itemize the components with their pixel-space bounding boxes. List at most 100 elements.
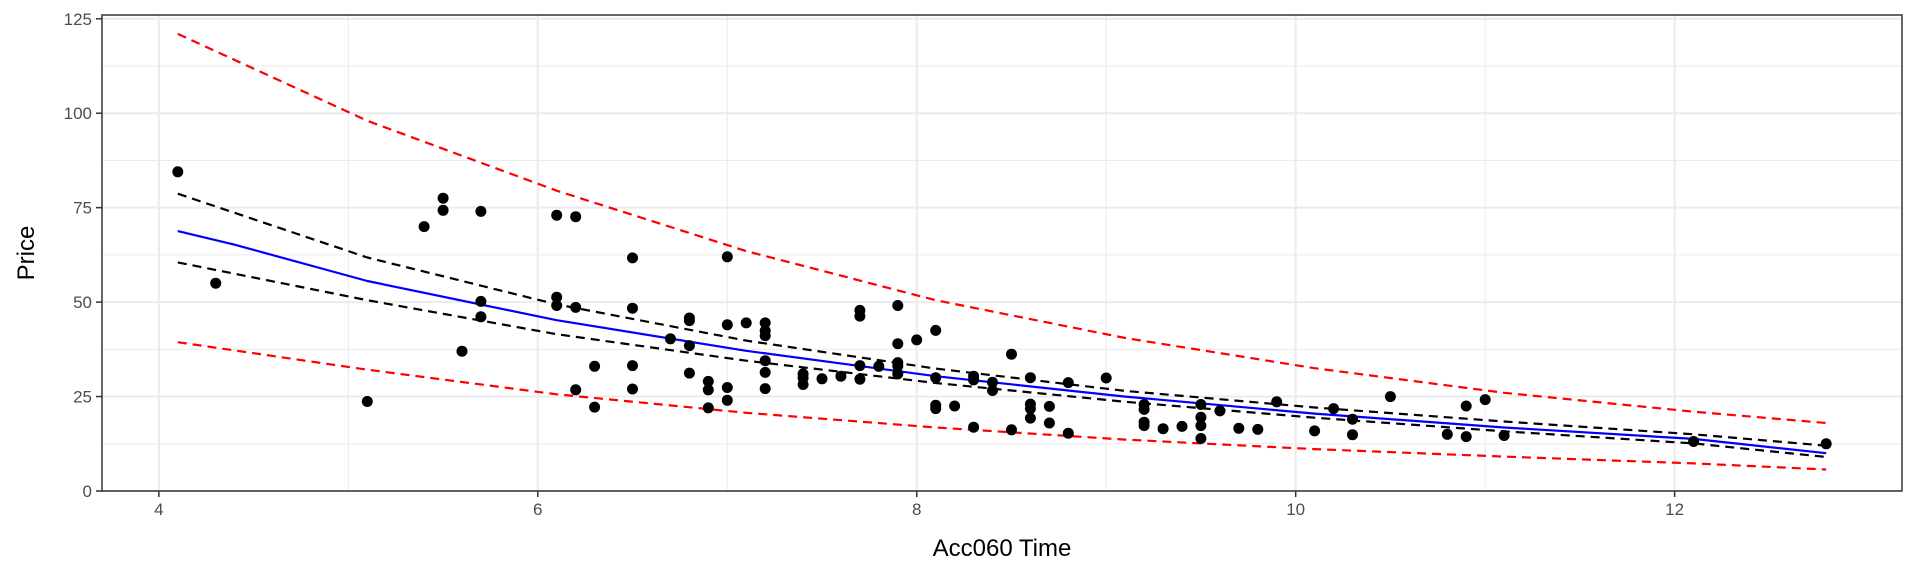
data-point: [949, 400, 961, 412]
data-point: [627, 383, 638, 395]
data-point: [1441, 428, 1453, 440]
data-point: [835, 370, 847, 382]
data-point: [1024, 412, 1036, 424]
data-point: [1347, 413, 1358, 425]
x-tick-label: 6: [533, 500, 542, 519]
data-point: [854, 373, 866, 385]
data-point: [1820, 438, 1832, 450]
data-point: [987, 376, 998, 388]
data-point: [1157, 423, 1169, 435]
data-point: [589, 401, 601, 413]
data-point: [551, 300, 563, 311]
data-point: [1006, 348, 1017, 360]
data-point: [627, 360, 638, 372]
data-point: [759, 366, 771, 378]
data-point: [418, 221, 430, 233]
data-point: [475, 205, 487, 217]
data-point: [987, 385, 998, 396]
data-point: [1062, 427, 1074, 439]
data-point: [1328, 403, 1340, 415]
data-point: [1460, 400, 1472, 412]
data-point: [759, 330, 771, 342]
data-point: [551, 209, 563, 221]
data-point: [1195, 433, 1207, 444]
data-point: [1024, 372, 1036, 384]
data-point: [1176, 420, 1188, 432]
data-point: [892, 300, 904, 311]
x-tick-label: 12: [1665, 500, 1684, 519]
data-point: [475, 295, 487, 307]
data-point: [210, 277, 222, 289]
data-point: [1214, 405, 1226, 417]
data-point: [1498, 430, 1510, 441]
data-point: [1024, 403, 1036, 415]
data-point: [683, 315, 695, 327]
data-point: [1043, 417, 1055, 429]
data-point: [1688, 436, 1700, 447]
data-point: [1384, 391, 1396, 403]
data-point: [361, 396, 373, 407]
data-point: [759, 355, 771, 367]
data-point: [721, 382, 733, 393]
data-point: [437, 204, 449, 216]
data-point: [627, 252, 638, 264]
y-tick-label: 125: [64, 10, 92, 29]
y-tick-label: 0: [83, 482, 92, 501]
x-tick-label: 8: [912, 500, 921, 519]
data-point: [456, 345, 468, 357]
data-point: [1271, 396, 1283, 408]
data-point: [1195, 411, 1207, 423]
confidence-lower-line: [177, 261, 1827, 459]
y-tick-label: 50: [73, 293, 92, 312]
data-point: [854, 360, 866, 372]
data-point: [930, 372, 942, 384]
prediction-upper-line: [177, 32, 1827, 425]
y-tick-label: 100: [64, 104, 92, 123]
data-point: [968, 421, 980, 433]
y-tick-label: 75: [73, 199, 92, 218]
data-point: [702, 384, 714, 396]
data-point: [172, 166, 184, 178]
y-axis: 0 25 50 75 100 125: [64, 10, 102, 501]
data-point: [1138, 403, 1150, 415]
data-point: [854, 310, 866, 322]
data-point: [892, 360, 904, 372]
data-point: [721, 394, 733, 406]
data-point: [1347, 429, 1358, 441]
data-point: [759, 317, 771, 329]
data-point: [721, 251, 733, 263]
data-point: [721, 319, 733, 331]
data-point: [892, 368, 904, 380]
x-tick-label: 10: [1286, 500, 1305, 519]
data-point: [1006, 424, 1017, 436]
data-point: [930, 324, 942, 336]
data-point: [570, 301, 582, 313]
data-point: [1195, 420, 1207, 432]
data-point: [1100, 372, 1112, 384]
data-point: [702, 375, 714, 387]
data-point: [1479, 394, 1491, 406]
y-axis-title: Price: [13, 226, 40, 281]
data-point: [1062, 377, 1074, 389]
data-point: [892, 338, 904, 350]
data-point: [570, 384, 582, 396]
data-point: [551, 291, 563, 303]
data-point: [437, 192, 449, 204]
data-point: [683, 340, 695, 352]
x-tick-label: 4: [154, 500, 163, 519]
data-point: [873, 360, 885, 372]
data-point: [664, 333, 676, 345]
data-point: [1233, 422, 1245, 434]
data-point: [1043, 400, 1055, 412]
data-point: [968, 374, 980, 386]
data-point: [1460, 431, 1472, 443]
data-point: [816, 373, 828, 385]
x-axis-title: Acc060 Time: [933, 535, 1072, 562]
data-point: [759, 383, 771, 395]
minor-gridlines: [102, 15, 1902, 491]
data-point: [740, 317, 752, 329]
data-point: [1195, 399, 1207, 410]
y-tick-label: 25: [73, 388, 92, 407]
